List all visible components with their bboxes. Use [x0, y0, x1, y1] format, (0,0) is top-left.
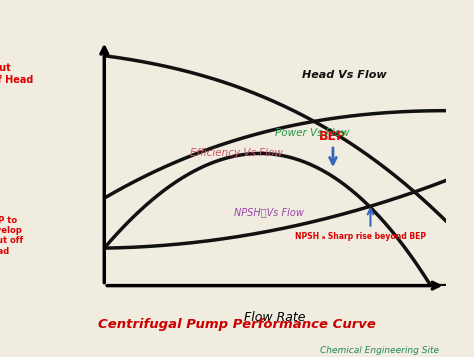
Text: BHP to
develop
Shut off
Head: BHP to develop Shut off Head — [0, 216, 23, 256]
Text: Shut
Off Head: Shut Off Head — [0, 63, 33, 85]
Text: Head Vs Flow: Head Vs Flow — [302, 70, 387, 80]
Text: NPSHဃVs Flow: NPSHဃVs Flow — [234, 208, 304, 218]
Text: Chemical Engineering Site: Chemical Engineering Site — [319, 346, 439, 356]
Text: BEP: BEP — [319, 130, 346, 143]
Text: NPSH ₐ Sharp rise beyond BEP: NPSH ₐ Sharp rise beyond BEP — [295, 232, 427, 241]
Text: Efficiency Vs Flow: Efficiency Vs Flow — [190, 148, 283, 158]
Text: Centrifugal Pump Performance Curve: Centrifugal Pump Performance Curve — [98, 318, 376, 331]
Text: Flow Rate: Flow Rate — [244, 311, 306, 323]
Text: Power Vs Flow: Power Vs Flow — [275, 128, 349, 138]
